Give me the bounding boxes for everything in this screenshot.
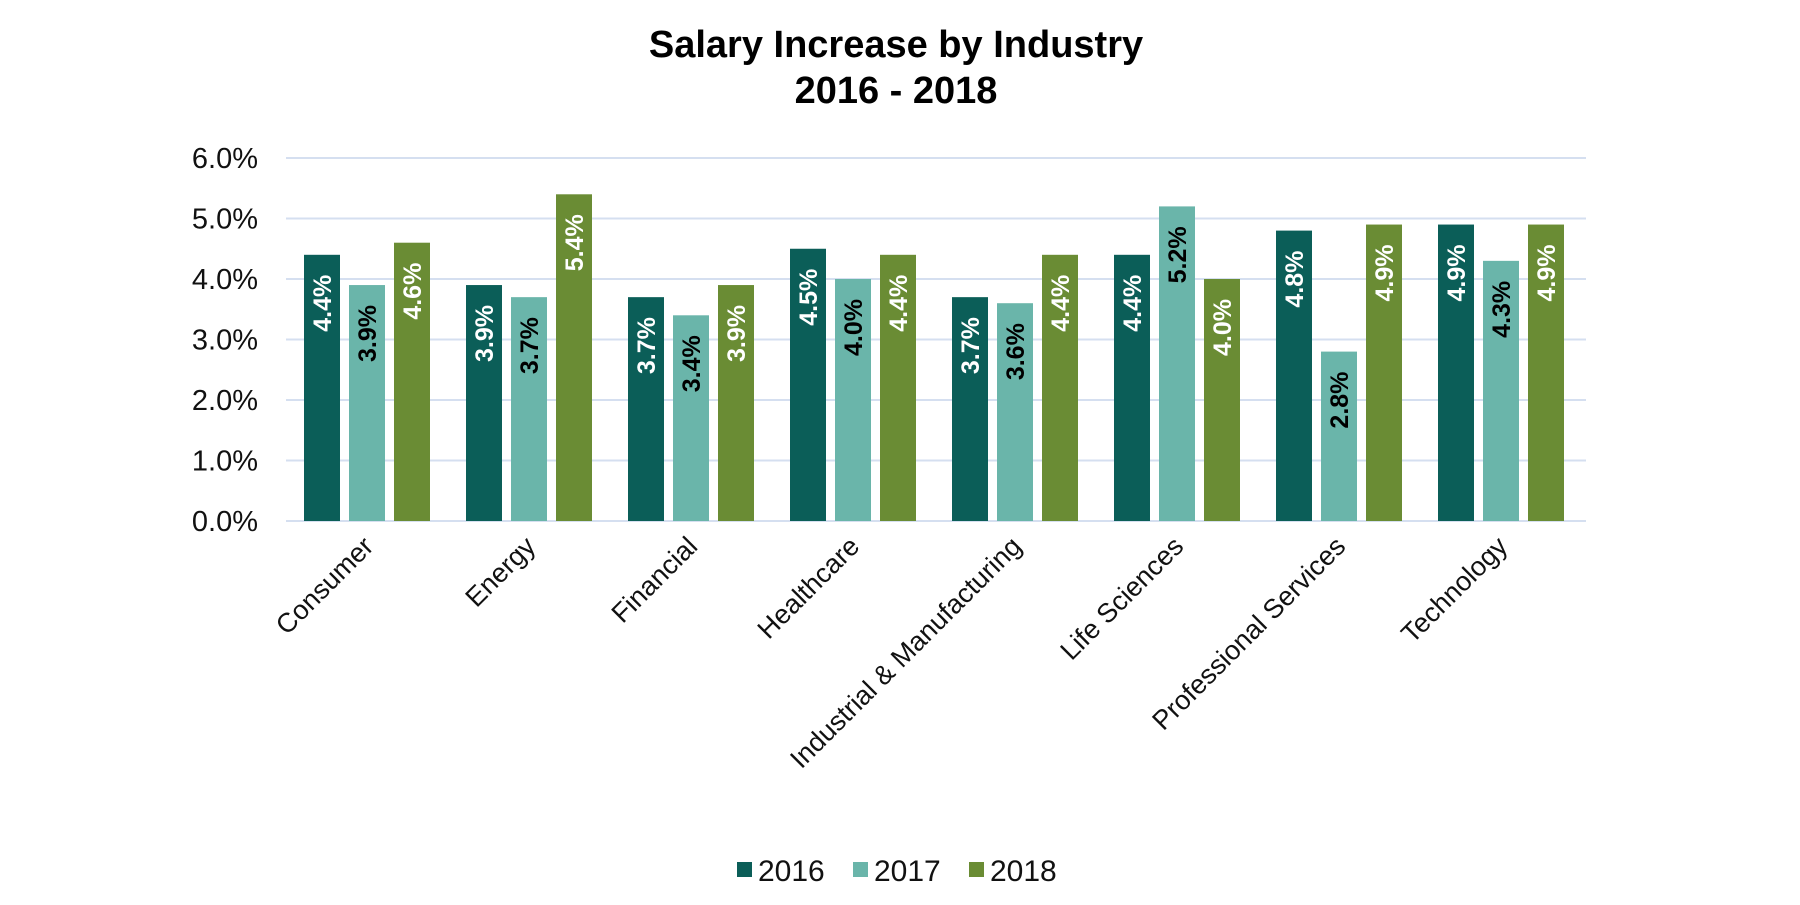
bar-2018 bbox=[1042, 254, 1078, 522]
bar-2018 bbox=[1204, 279, 1240, 521]
data-label: 5.4% bbox=[561, 214, 589, 271]
data-label: 3.7% bbox=[516, 317, 544, 374]
chart-title-line-1: Salary Increase by Industry bbox=[649, 24, 1143, 66]
bar-2018 bbox=[1528, 224, 1564, 522]
legend-swatch bbox=[853, 862, 868, 877]
bar-2016 bbox=[466, 285, 502, 521]
data-label: 4.0% bbox=[840, 299, 868, 356]
data-label: 3.6% bbox=[1002, 323, 1030, 380]
data-label: 4.4% bbox=[309, 275, 337, 332]
legend-item-2016: 2016 bbox=[737, 855, 825, 888]
bar-2016 bbox=[952, 297, 988, 521]
legend-swatch bbox=[737, 862, 752, 877]
bar-2018 bbox=[718, 285, 754, 521]
y-tick-label: 1.0% bbox=[192, 446, 258, 478]
bar-2016 bbox=[628, 297, 664, 521]
bar-2018 bbox=[556, 194, 592, 522]
data-label: 4.3% bbox=[1488, 281, 1516, 338]
data-label: 3.7% bbox=[633, 317, 661, 374]
bar-2017 bbox=[511, 297, 547, 521]
bar-2016 bbox=[1438, 224, 1474, 522]
data-label: 4.9% bbox=[1533, 245, 1561, 302]
x-category-label: Life Sciences bbox=[1054, 531, 1189, 666]
bar-2017 bbox=[1321, 351, 1357, 521]
x-category-label: Consumer bbox=[270, 531, 379, 640]
data-label: 3.9% bbox=[471, 305, 499, 362]
bar-2018 bbox=[880, 254, 916, 522]
data-label: 2.8% bbox=[1326, 372, 1354, 429]
data-label: 3.4% bbox=[678, 335, 706, 392]
legend-label: 2016 bbox=[758, 855, 825, 888]
x-category-label: Healthcare bbox=[752, 531, 866, 645]
bar-2016 bbox=[1276, 230, 1312, 521]
y-tick-label: 5.0% bbox=[192, 204, 258, 236]
legend-swatch bbox=[969, 862, 984, 877]
y-tick-label: 6.0% bbox=[192, 143, 258, 175]
bar-2018 bbox=[1366, 224, 1402, 522]
data-label: 4.8% bbox=[1281, 251, 1309, 308]
bar-2017 bbox=[835, 279, 871, 521]
bar-2018 bbox=[394, 242, 430, 521]
data-label: 3.9% bbox=[723, 305, 751, 362]
data-label: 3.7% bbox=[957, 317, 985, 374]
bar-2016 bbox=[1114, 254, 1150, 522]
data-label: 4.6% bbox=[399, 263, 427, 320]
x-category-label: Energy bbox=[460, 531, 542, 613]
x-category-label: Technology bbox=[1395, 531, 1513, 649]
data-label: 4.5% bbox=[795, 269, 823, 326]
legend-label: 2017 bbox=[874, 855, 941, 888]
bar-2017 bbox=[349, 285, 385, 521]
legend-label: 2018 bbox=[990, 855, 1057, 888]
data-label: 4.4% bbox=[885, 275, 913, 332]
legend-item-2018: 2018 bbox=[969, 855, 1057, 888]
chart-title-line-2: 2016 - 2018 bbox=[795, 70, 998, 112]
bar-2017 bbox=[673, 315, 709, 521]
x-category-label: Financial bbox=[606, 531, 704, 629]
data-label: 3.9% bbox=[354, 305, 382, 362]
data-label: 5.2% bbox=[1164, 226, 1192, 283]
legend-item-2017: 2017 bbox=[853, 855, 941, 888]
bar-2016 bbox=[790, 248, 826, 521]
data-label: 4.9% bbox=[1443, 245, 1471, 302]
bar-2017 bbox=[1483, 260, 1519, 521]
bar-2016 bbox=[304, 254, 340, 522]
data-label: 4.0% bbox=[1209, 299, 1237, 356]
y-tick-label: 0.0% bbox=[192, 506, 258, 538]
bar-2017 bbox=[997, 303, 1033, 521]
y-tick-label: 3.0% bbox=[192, 325, 258, 357]
y-tick-label: 4.0% bbox=[192, 264, 258, 296]
y-tick-label: 2.0% bbox=[192, 385, 258, 417]
bar-2017 bbox=[1159, 206, 1195, 521]
data-label: 4.4% bbox=[1047, 275, 1075, 332]
data-label: 4.4% bbox=[1119, 275, 1147, 332]
data-label: 4.9% bbox=[1371, 245, 1399, 302]
